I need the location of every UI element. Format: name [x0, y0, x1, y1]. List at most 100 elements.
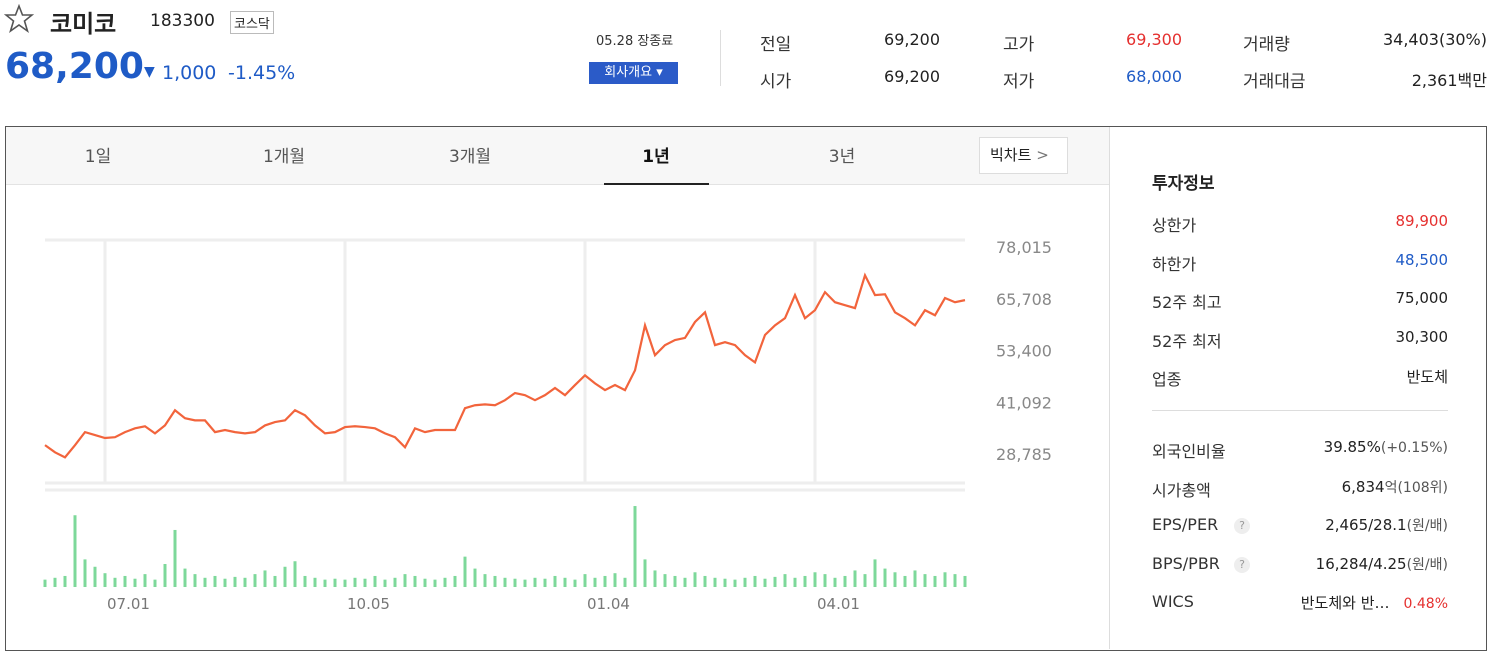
volume-bar: [573, 579, 577, 587]
volume-bar: [413, 575, 417, 587]
volume-bar: [763, 578, 767, 587]
volume-bar: [703, 575, 707, 587]
volume-bar: [393, 577, 397, 587]
volume-bar: [333, 578, 337, 587]
summary-label: 시가: [760, 72, 792, 92]
volume-bar: [783, 574, 787, 587]
volume-bar: [643, 559, 647, 587]
info-value: 반도체: [1406, 368, 1448, 386]
volume-bar: [733, 579, 737, 587]
volume-bar: [893, 572, 897, 587]
info-extra: (원/배): [1406, 556, 1448, 573]
tab[interactable]: 3개월: [448, 147, 492, 167]
help-icon[interactable]: ?: [1234, 518, 1250, 534]
volume-bar: [633, 506, 637, 587]
info-value: 16,284/4.25(원/배): [1316, 554, 1448, 574]
company-button[interactable]: 회사개요 ▾: [589, 62, 678, 84]
info-value: 30,300: [1396, 328, 1449, 346]
favorite-star[interactable]: [4, 4, 34, 34]
tab[interactable]: 1일: [84, 147, 112, 167]
x-tick-label: 01.04: [587, 595, 630, 613]
summary-label: 거래량: [1243, 35, 1290, 55]
volume-bar: [153, 579, 157, 587]
info-value: 75,000: [1396, 289, 1449, 307]
volume-bar: [173, 529, 177, 587]
volume-bar: [623, 577, 627, 587]
volume-bar: [403, 574, 407, 587]
volume-bar: [533, 577, 537, 587]
info-label: EPS/PER: [1152, 515, 1219, 534]
volume-bar: [773, 576, 777, 587]
info-label: 상한가: [1152, 216, 1197, 235]
info-value: 30,300: [1395, 327, 1449, 346]
info-value: 39.85%: [1323, 438, 1381, 456]
info-value: 89,900: [1395, 212, 1449, 230]
info-label: 52주 최고: [1152, 293, 1222, 312]
volume-bar: [383, 579, 387, 587]
volume-bar: [193, 574, 197, 587]
volume-bar: [753, 575, 757, 587]
volume-bar: [353, 577, 357, 587]
volume-bar: [923, 574, 927, 587]
info-value: 89,900: [1396, 212, 1449, 230]
market-badge: 코스닥: [230, 11, 274, 34]
volume-bar: [953, 574, 957, 587]
volume-bar: [73, 515, 77, 587]
volume-bar: [583, 574, 587, 587]
volume-bar: [43, 579, 47, 587]
info-label: 하한가: [1152, 254, 1197, 274]
price-line: [44, 272, 966, 459]
panel-divider: [1109, 127, 1110, 649]
info-extra: 0.48%: [1403, 596, 1448, 612]
unit: 백만: [1457, 71, 1487, 90]
help-icon[interactable]: ?: [1234, 556, 1250, 573]
summary-value: 34,403(30%): [1382, 30, 1487, 49]
volume-bar: [113, 577, 117, 587]
company-button-label: 회사개요: [604, 65, 653, 80]
info-unit: 억: [1384, 479, 1398, 496]
summary-value: 69,200: [884, 67, 940, 86]
info-label: 업종: [1152, 370, 1182, 389]
change: 1,000: [162, 62, 217, 84]
volume-bar: [903, 575, 907, 587]
volume-bar: [943, 572, 947, 587]
volume-bar: [913, 570, 917, 587]
tab-bar: [6, 127, 1109, 185]
info-value: 반도체와 반… 0.48%: [1301, 592, 1448, 613]
info-value: 반도체: [1407, 366, 1448, 387]
info-value: 2,465/28.1(원/배): [1325, 515, 1448, 535]
y-tick-label: 28,785: [996, 445, 1052, 464]
tab[interactable]: 3년: [828, 147, 856, 167]
info-value: 48,500: [1395, 250, 1449, 269]
volume-bar: [793, 577, 797, 587]
tab[interactable]: 1개월: [262, 147, 306, 167]
summary-value: 2,361: [1411, 71, 1458, 90]
volume-bar: [93, 566, 97, 587]
volume-bar: [123, 575, 127, 587]
volume-bar: [863, 574, 867, 587]
tab[interactable]: 1년: [642, 147, 670, 167]
volume-bar: [293, 561, 297, 587]
volume-bar: [883, 568, 887, 587]
volume-bar: [433, 579, 437, 587]
volume-bar: [223, 578, 227, 587]
volume-bar: [823, 574, 827, 587]
info-label: 외국인비율: [1152, 442, 1226, 461]
volume-bar: [303, 575, 307, 587]
summary-label: 전일: [760, 35, 792, 55]
info-extra: (원/배): [1406, 518, 1448, 534]
summary-value: 69,200: [884, 30, 940, 49]
big-chart-button[interactable]: 빅차트 >: [979, 137, 1068, 174]
volume-bar: [833, 577, 837, 587]
volume-bar: [713, 577, 717, 587]
info-value: 16,284/4.25: [1315, 554, 1407, 573]
volume-bar: [523, 579, 527, 587]
summary-label: 저가: [1003, 72, 1035, 92]
volume-bar: [233, 576, 237, 587]
info-value: 6,834: [1341, 477, 1385, 496]
y-tick-label: 65,708: [996, 290, 1052, 309]
volume-bar: [363, 578, 367, 587]
volume-bar: [653, 570, 657, 587]
volume-bar: [743, 577, 747, 587]
